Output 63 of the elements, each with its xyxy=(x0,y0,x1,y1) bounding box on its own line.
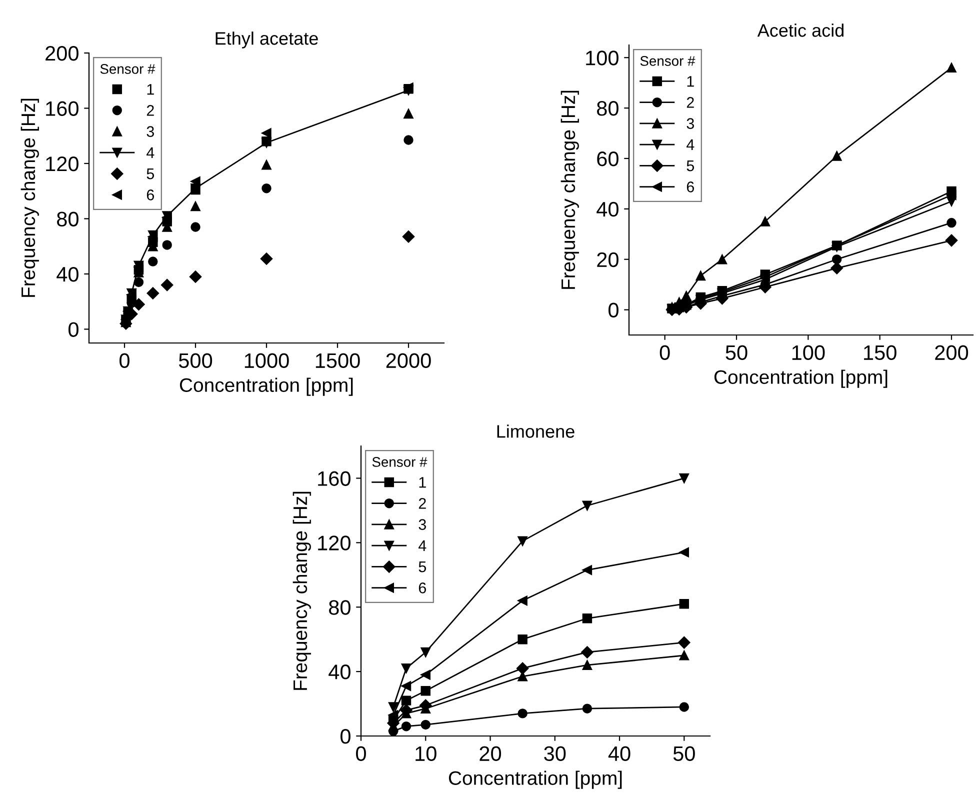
legend-label: 3 xyxy=(686,118,694,129)
x-tick-label: 1000 xyxy=(244,353,289,368)
chart-title: Ethyl acetate xyxy=(216,32,318,48)
x-axis-title: Concentration [ppm] xyxy=(714,370,888,388)
y-tick-label: 40 xyxy=(328,664,350,680)
legend-label: 3 xyxy=(418,519,426,530)
legend-label: 2 xyxy=(146,105,154,116)
legend-label: 5 xyxy=(686,160,694,172)
legend-label: 6 xyxy=(418,582,426,594)
chart-title: Limonene xyxy=(497,424,574,438)
x-axis-title: Concentration [ppm] xyxy=(180,378,353,396)
x-tick-label: 150 xyxy=(864,345,896,360)
y-tick-label: 120 xyxy=(318,536,350,550)
chart-title: Acetic acid xyxy=(757,24,844,37)
x-tick-label: 50 xyxy=(726,345,748,360)
x-tick-label: 1500 xyxy=(316,353,360,368)
legend-label: 4 xyxy=(418,540,426,551)
y-axis-title: Frequency change [Hz] xyxy=(20,98,39,297)
y-tick-label: 80 xyxy=(329,600,350,615)
legend-label: 4 xyxy=(686,139,694,150)
x-tick-label: 20 xyxy=(480,746,502,762)
x-tick-label: 40 xyxy=(608,746,630,762)
legend-label: 6 xyxy=(686,182,694,192)
y-tick-label: 0 xyxy=(68,322,78,337)
y-tick-label: 100 xyxy=(586,50,618,66)
y-tick-label: 160 xyxy=(46,101,78,116)
x-tick-label: 500 xyxy=(178,353,212,368)
legend-title: Sensor # xyxy=(372,457,428,467)
legend-label: 3 xyxy=(146,126,154,137)
y-axis-title: Frequency change [Hz] xyxy=(560,90,579,289)
y-tick-label: 20 xyxy=(597,252,618,268)
y-tick-label: 40 xyxy=(56,266,78,282)
x-tick-label: 0 xyxy=(120,353,130,368)
legend-title: Sensor # xyxy=(640,56,696,66)
legend-title: Sensor # xyxy=(100,64,156,74)
y-tick-label: 160 xyxy=(318,471,350,486)
x-tick-label: 200 xyxy=(935,345,968,360)
legend-label: 2 xyxy=(418,498,426,509)
y-tick-label: 120 xyxy=(46,156,78,172)
x-tick-label: 2000 xyxy=(386,353,431,368)
x-tick-label: 0 xyxy=(660,345,670,360)
x-tick-label: 100 xyxy=(792,345,825,360)
y-tick-label: 80 xyxy=(597,101,618,116)
x-tick-label: 30 xyxy=(544,746,566,762)
y-tick-label: 0 xyxy=(340,729,350,744)
y-tick-label: 60 xyxy=(597,151,618,166)
legend-label: 2 xyxy=(686,97,694,108)
legend-label: 5 xyxy=(418,562,426,572)
y-tick-label: 200 xyxy=(46,46,78,61)
x-tick-label: 10 xyxy=(416,746,436,762)
x-tick-label: 50 xyxy=(673,746,695,762)
legend-label: 1 xyxy=(687,76,694,87)
legend-label: 4 xyxy=(146,147,154,158)
legend-label: 1 xyxy=(419,477,426,488)
legend-label: 5 xyxy=(146,168,154,180)
y-tick-label: 80 xyxy=(57,212,78,226)
y-axis-title: Frequency change [Hz] xyxy=(292,492,311,690)
y-tick-label: 40 xyxy=(596,202,618,217)
x-tick-label: 0 xyxy=(356,746,366,762)
legend-label: 6 xyxy=(146,190,154,200)
y-tick-label: 0 xyxy=(608,302,618,318)
x-axis-title: Concentration [ppm] xyxy=(448,770,622,789)
legend-label: 1 xyxy=(147,84,154,95)
